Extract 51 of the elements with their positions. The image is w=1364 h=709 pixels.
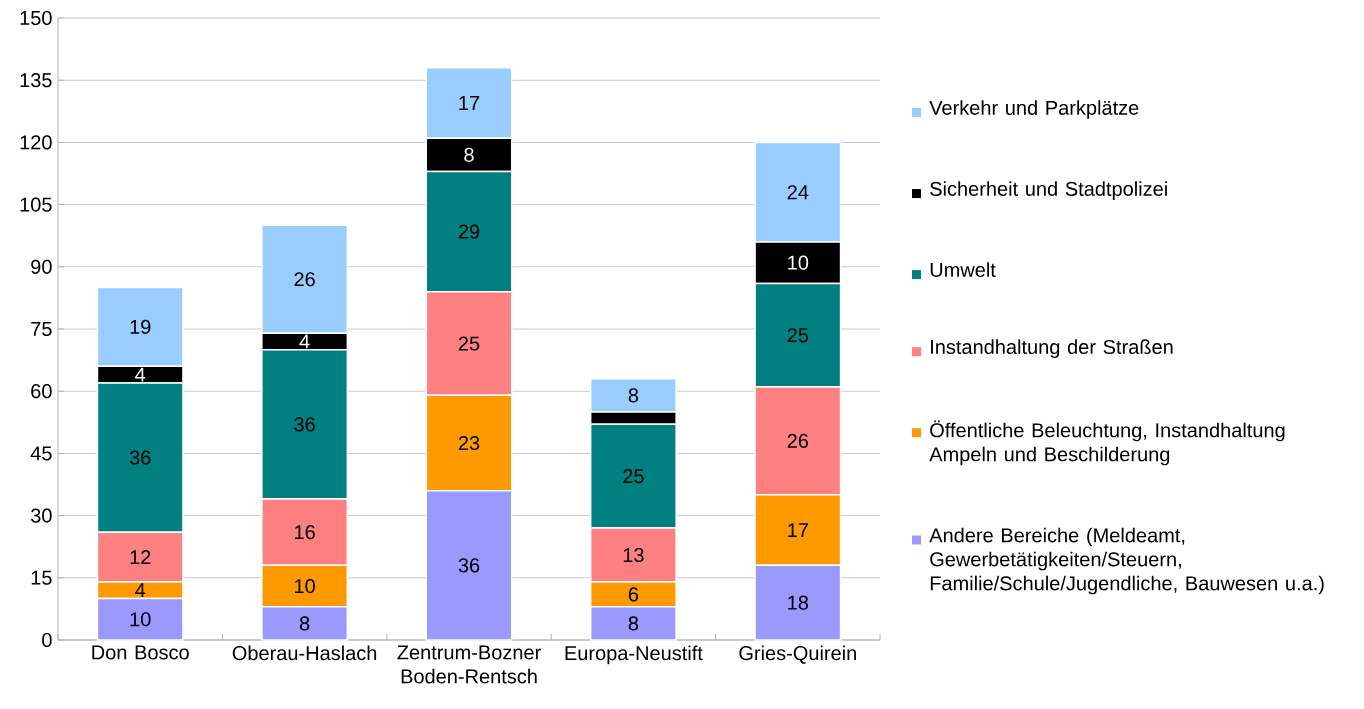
- x-tick-label: Zentrum-Bozner Boden-Rentsch: [397, 645, 541, 684]
- x-tick-label: Europa-Neustift: [565, 645, 703, 665]
- y-tick-label: 75: [31, 322, 52, 336]
- data-label: 8: [628, 388, 639, 403]
- y-tick-label: 30: [30, 508, 52, 523]
- data-label: 23: [458, 435, 480, 451]
- data-label: 19: [130, 319, 151, 335]
- legend-label: Sicherheit und Stadtpolizei: [930, 181, 1167, 200]
- y-tick-label: 120: [20, 135, 52, 150]
- data-label: 36: [458, 558, 480, 573]
- data-label: 8: [628, 616, 639, 631]
- data-label: 26: [294, 272, 315, 287]
- y-tick-label: 15: [31, 570, 52, 585]
- y-tick-label: 60: [31, 384, 52, 399]
- data-label: 10: [295, 579, 315, 594]
- y-tick-label: 90: [31, 259, 52, 274]
- x-tick-label: Oberau-Haslach: [232, 645, 377, 661]
- data-label: 13: [623, 547, 644, 563]
- legend-label: Umwelt: [930, 262, 996, 277]
- data-label: 17: [788, 523, 808, 537]
- x-tick-label: Gries-Quirein: [739, 645, 856, 664]
- y-tick-label: 135: [20, 73, 52, 88]
- data-label: 26: [787, 433, 809, 449]
- data-label: 16: [295, 525, 315, 540]
- data-label: 10: [788, 255, 809, 270]
- data-label: 12: [130, 550, 151, 565]
- data-label: 17: [459, 96, 480, 110]
- data-label: 36: [129, 450, 151, 465]
- data-label: 36: [294, 417, 315, 432]
- y-tick-label: 105: [20, 197, 52, 212]
- data-label: 4: [299, 334, 310, 349]
- data-label: 25: [787, 328, 809, 343]
- data-label: 4: [135, 583, 146, 598]
- legend-label: Instandhaltung der Straßen: [931, 339, 1173, 359]
- data-label: 8: [464, 147, 474, 162]
- data-label: 6: [628, 587, 639, 602]
- data-label: 29: [458, 224, 480, 239]
- data-label: 24: [787, 185, 809, 200]
- y-tick-label: 45: [30, 446, 52, 461]
- legend-label: Verkehr und Parkplätze: [929, 100, 1139, 119]
- y-tick-label: 0: [42, 632, 52, 648]
- data-label: 10: [130, 612, 151, 627]
- data-label: 25: [458, 336, 480, 351]
- data-label: 18: [788, 595, 809, 610]
- data-label: 25: [623, 469, 644, 484]
- data-label: 4: [135, 367, 146, 382]
- legend-label: Öffentliche Beleuchtung, Instandhaltung Ampeln und Beschilderung: [929, 420, 1285, 466]
- legend-label: Andere Bereiche (Meldeamt, Gewerbetätigkeiten/Steuern, Familie/Schule/Jugendliche, Bauwesen u.a.): [929, 527, 1324, 595]
- data-label: 8: [299, 616, 310, 631]
- x-tick-label: Don Bosco: [92, 645, 189, 660]
- y-tick-label: 150: [20, 10, 52, 26]
